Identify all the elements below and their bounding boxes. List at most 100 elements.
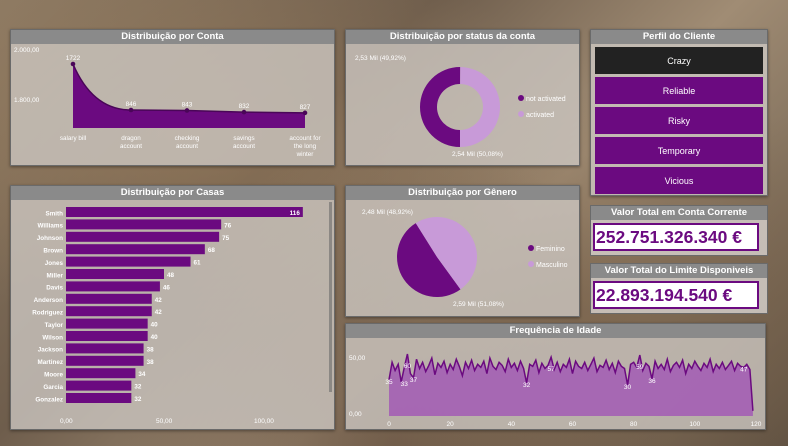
casas-data-label: 38 bbox=[147, 359, 155, 366]
casas-category-label: Rodriguez bbox=[32, 310, 63, 317]
slicer-item-vicious[interactable]: Vicious bbox=[595, 167, 763, 194]
legend-dot-activated[interactable] bbox=[518, 111, 524, 117]
casas-bar bbox=[66, 368, 135, 378]
casas-bar bbox=[66, 219, 221, 229]
slicer-item-temporary[interactable]: Temporary bbox=[595, 137, 763, 164]
conta-data-label: 843 bbox=[182, 101, 193, 108]
casas-data-label: 61 bbox=[194, 260, 202, 267]
casas-data-label: 32 bbox=[134, 396, 142, 403]
casas-data-label: 32 bbox=[134, 384, 142, 391]
idade-data-label: 35 bbox=[385, 379, 393, 386]
casas-category-label: Jones bbox=[45, 260, 64, 267]
legend-dot-feminino[interactable] bbox=[528, 245, 534, 251]
casas-bar bbox=[66, 244, 205, 254]
casas-bar bbox=[66, 343, 144, 353]
conta-category-label: dragon bbox=[121, 135, 141, 142]
kpi-limite-disponivel-title: Valor Total do Limite Disponiveis bbox=[591, 264, 767, 278]
casas-bar bbox=[66, 257, 191, 267]
casas-data-label: 48 bbox=[167, 272, 175, 279]
status-label-activated: 2,53 Mil (49,92%) bbox=[355, 55, 406, 62]
casas-data-label: 34 bbox=[138, 371, 146, 378]
idade-x-tick: 120 bbox=[751, 421, 762, 428]
casas-category-label: Taylor bbox=[45, 322, 64, 329]
casas-x-tick: 100,00 bbox=[254, 418, 274, 425]
casas-category-label: Jackson bbox=[38, 347, 63, 354]
idade-y-tick: 0,00 bbox=[349, 411, 362, 418]
casas-bar bbox=[66, 232, 219, 242]
casas-category-label: Williams bbox=[38, 223, 64, 230]
casas-bar bbox=[66, 269, 164, 279]
casas-data-label: 68 bbox=[208, 247, 216, 254]
conta-category-label: account bbox=[176, 143, 198, 150]
kpi-conta-corrente: Valor Total em Conta Corrente 252.751.32… bbox=[590, 205, 768, 256]
conta-category-label: checking bbox=[175, 135, 200, 142]
conta-data-label: 1722 bbox=[66, 55, 81, 62]
panel-genero-title: Distribuição por Gênero bbox=[346, 186, 579, 200]
kpi-limite-disponivel-value: 22.893.194.540 € bbox=[593, 281, 759, 309]
panel-perfil: Perfil do Cliente Crazy Reliable Risky T… bbox=[590, 29, 768, 196]
slicer-item-risky[interactable]: Risky bbox=[595, 107, 763, 134]
legend-dot-not-activated[interactable] bbox=[518, 95, 524, 101]
panel-perfil-title: Perfil do Cliente bbox=[591, 30, 767, 44]
casas-scrollbar[interactable] bbox=[329, 202, 332, 392]
kpi-limite-disponivel: Valor Total do Limite Disponiveis 22.893… bbox=[590, 263, 768, 314]
panel-conta-title: Distribuição por Conta bbox=[11, 30, 334, 44]
idade-data-label: 47 bbox=[740, 366, 748, 373]
casas-category-label: Miller bbox=[47, 272, 64, 279]
conta-area bbox=[73, 64, 305, 128]
casas-bar bbox=[66, 207, 303, 217]
casas-category-label: Smith bbox=[46, 210, 64, 217]
conta-data-label: 846 bbox=[126, 101, 137, 108]
status-chart: 2,53 Mil (49,92%) 2,54 Mil (50,08%) not … bbox=[346, 44, 579, 165]
casas-bar bbox=[66, 393, 131, 403]
conta-point bbox=[185, 108, 190, 113]
idade-x-tick: 40 bbox=[508, 421, 516, 428]
idade-x-tick: 100 bbox=[689, 421, 700, 428]
conta-point bbox=[242, 110, 247, 115]
legend-activated: activated bbox=[526, 112, 554, 119]
casas-category-label: Johnson bbox=[37, 235, 63, 242]
slicer-item-reliable[interactable]: Reliable bbox=[595, 77, 763, 104]
conta-point bbox=[71, 62, 76, 67]
panel-status-title: Distribuição por status da conta bbox=[346, 30, 579, 44]
legend-not-activated: not activated bbox=[526, 96, 566, 103]
casas-bar bbox=[66, 356, 144, 366]
conta-category-label: account bbox=[233, 143, 255, 150]
conta-category-label: the long bbox=[294, 143, 317, 150]
conta-category-label: account for bbox=[289, 135, 320, 142]
conta-category-label: winter bbox=[296, 151, 314, 158]
panel-genero: Distribuição por Gênero 2,48 Mil (48,92%… bbox=[345, 185, 580, 317]
conta-category-label: salary bill bbox=[60, 135, 86, 142]
panel-casas: Distribuição por Casas Smith 116 Williams 7… bbox=[10, 185, 335, 430]
casas-category-label: Gonzalez bbox=[35, 396, 63, 403]
status-label-not-activated: 2,54 Mil (50,08%) bbox=[452, 151, 503, 158]
idade-data-label: 33 bbox=[401, 381, 409, 388]
casas-category-label: Davis bbox=[46, 285, 63, 292]
panel-conta: Distribuição por Conta 2.000,00 1.800,00… bbox=[10, 29, 335, 166]
casas-category-label: Garcia bbox=[43, 384, 63, 391]
panel-idade: Frequência de Idade 50,00 0,00 35 60 33 37 3… bbox=[345, 323, 766, 430]
conta-category-label: savings bbox=[233, 135, 254, 142]
idade-y-tick: 50,00 bbox=[349, 355, 366, 362]
casas-data-label: 42 bbox=[155, 309, 163, 316]
genero-label-masculino: 2,48 Mil (48,92%) bbox=[362, 209, 413, 216]
genero-label-feminino: 2,59 Mil (51,08%) bbox=[453, 301, 504, 308]
casas-data-label: 42 bbox=[155, 297, 163, 304]
conta-chart: 2.000,00 1.800,00 1722 846 843 832 827 salary… bbox=[11, 44, 334, 165]
conta-category-label: account bbox=[120, 143, 142, 150]
legend-masculino: Masculino bbox=[536, 262, 568, 269]
idade-data-label: 36 bbox=[648, 378, 656, 385]
casas-bar bbox=[66, 319, 148, 329]
casas-data-label: 40 bbox=[151, 322, 159, 329]
panel-idade-title: Frequência de Idade bbox=[346, 324, 765, 338]
status-slice-not-activated bbox=[420, 67, 460, 147]
legend-dot-masculino[interactable] bbox=[528, 261, 534, 267]
casas-data-label: 38 bbox=[147, 346, 155, 353]
idade-data-label: 32 bbox=[523, 382, 531, 389]
legend-feminino: Feminino bbox=[536, 246, 565, 253]
slicer-item-crazy[interactable]: Crazy bbox=[595, 47, 763, 74]
idade-data-label: 30 bbox=[624, 384, 632, 391]
panel-status: Distribuição por status da conta 2,53 Mi… bbox=[345, 29, 580, 166]
conta-point bbox=[129, 108, 134, 113]
casas-bar bbox=[66, 281, 160, 291]
